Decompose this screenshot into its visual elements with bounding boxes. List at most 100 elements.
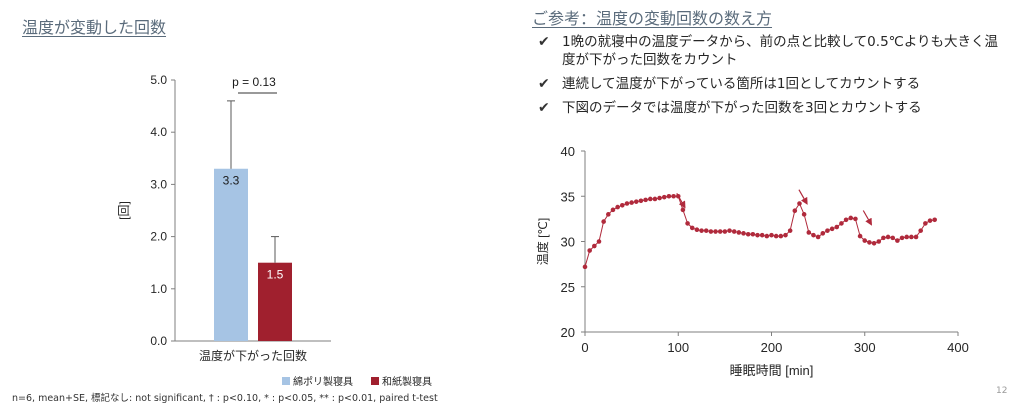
- checkmark-icon: ✔: [538, 34, 550, 50]
- temperature-point: [638, 198, 644, 204]
- temperature-point: [885, 234, 891, 240]
- temperature-point: [857, 233, 863, 239]
- temperature-point: [727, 228, 732, 233]
- temperature-point: [666, 193, 672, 199]
- temperature-point: [699, 228, 704, 233]
- temperature-point: [671, 193, 676, 199]
- y-axis-label: [回]: [117, 201, 131, 220]
- temperature-point: [694, 227, 700, 233]
- temperature-point: [806, 230, 812, 235]
- temperature-point: [923, 221, 928, 226]
- temperature-point: [592, 243, 597, 249]
- temperature-point: [825, 228, 830, 233]
- temperature-point: [801, 212, 807, 217]
- temperature-point: [652, 196, 658, 202]
- y-tick-label: 2.0: [150, 230, 167, 244]
- legend-label-2: 和紙製寝具: [382, 375, 432, 388]
- y-tick-label: 20: [561, 325, 575, 340]
- data-label-1: 3.3: [223, 174, 240, 188]
- y-tick-label: 35: [561, 189, 575, 204]
- temperature-point: [722, 229, 728, 234]
- temperature-point: [769, 232, 774, 238]
- temperature-point: [867, 240, 872, 245]
- temperature-point: [745, 231, 751, 237]
- temperature-point: [703, 228, 709, 233]
- explanation-list: ✔ 1晩の就寝中の温度データから、前の点と比較して0.5℃よりも大きく温度が下がっ…: [538, 33, 1008, 123]
- temperature-point: [904, 234, 910, 240]
- temperature-point: [773, 233, 779, 239]
- temperature-point: [918, 228, 923, 233]
- temperature-point: [853, 216, 858, 222]
- temperature-point: [731, 229, 737, 234]
- temperature-point: [797, 201, 802, 206]
- y-tick-label: 5.0: [150, 73, 167, 87]
- bullet-text-3: 下図のデータでは温度が下がった回数を3回とカウントする: [562, 100, 922, 116]
- x-axis-label: 睡眠時間 [min]: [730, 363, 814, 378]
- temperature-point: [610, 207, 616, 213]
- x-tick-label: 200: [761, 340, 783, 355]
- drop-arrow-icon: [676, 193, 686, 209]
- right-section-title: ご参考：温度の変動回数の数え方: [532, 9, 773, 28]
- temperature-point: [643, 197, 648, 203]
- temperature-point: [899, 235, 905, 241]
- temperature-point: [633, 199, 639, 204]
- temperature-point: [620, 203, 625, 208]
- x-tick-label: 100: [667, 340, 689, 355]
- temperature-point: [755, 232, 760, 238]
- y-tick-label: 40: [561, 144, 575, 159]
- bullet-text-2: 連続して温度が下がっている箇所は1回としてカウントする: [562, 76, 921, 92]
- temperature-point: [876, 239, 882, 244]
- list-item: ✔ 下図のデータでは温度が下がった回数を3回とカウントする: [538, 99, 1008, 117]
- temperature-point: [815, 234, 821, 240]
- y-axis-label: 温度 [℃]: [535, 218, 550, 265]
- legend-swatch-1: [282, 377, 290, 385]
- temperature-point: [615, 204, 620, 210]
- temperature-point: [839, 221, 844, 226]
- drop-arrow-icon: [862, 210, 872, 226]
- temperature-point: [848, 215, 854, 221]
- legend-swatch-2: [371, 377, 379, 385]
- y-tick-label: 1.0: [150, 282, 167, 296]
- y-tick-label: 3.0: [150, 177, 167, 191]
- page-number: 12: [996, 386, 1008, 396]
- temperature-point: [843, 217, 849, 223]
- temperature-point: [657, 195, 662, 201]
- footnote: n=6, mean+SE, 標記なし: not significant, † :…: [12, 393, 438, 404]
- temperature-point: [927, 218, 933, 223]
- temperature-point: [689, 225, 695, 231]
- data-label-2: 1.5: [267, 268, 284, 282]
- temperature-point: [717, 229, 723, 234]
- temperature-point: [764, 233, 770, 239]
- temperature-point: [834, 224, 840, 230]
- temperature-point: [661, 194, 667, 200]
- list-item: ✔ 連続して温度が下がっている箇所は1回としてカウントする: [538, 75, 1008, 93]
- temperature-point: [713, 229, 718, 234]
- legend-label-1: 綿ポリ製寝具: [293, 375, 353, 388]
- p-value-annotation: p = 0.13: [232, 75, 276, 89]
- temperature-point: [862, 238, 868, 243]
- left-section-title: 温度が変動した回数: [22, 18, 167, 37]
- temperature-point: [881, 235, 886, 241]
- temperature-point: [736, 230, 742, 235]
- x-tick-label: 0: [581, 340, 588, 355]
- temperature-point: [606, 212, 611, 217]
- y-tick-label: 30: [561, 235, 575, 250]
- temperature-point: [582, 264, 588, 270]
- temperature-point: [685, 221, 690, 226]
- temperature-point: [913, 234, 919, 240]
- list-item: ✔ 1晩の就寝中の温度データから、前の点と比較して0.5℃よりも大きく温度が下がっ…: [538, 33, 1008, 69]
- checkmark-icon: ✔: [538, 76, 550, 92]
- temperature-point: [932, 217, 937, 223]
- temperature-point: [629, 200, 634, 205]
- x-category-label: 温度が下がった回数: [199, 348, 307, 363]
- y-tick-label: 25: [561, 280, 575, 295]
- temperature-series-line: [584, 195, 935, 267]
- temperature-point: [601, 219, 606, 224]
- temperature-point: [895, 238, 900, 243]
- temperature-point: [624, 201, 630, 206]
- temperature-point: [783, 232, 788, 238]
- temperature-point: [909, 234, 914, 240]
- bar-1: [214, 168, 248, 341]
